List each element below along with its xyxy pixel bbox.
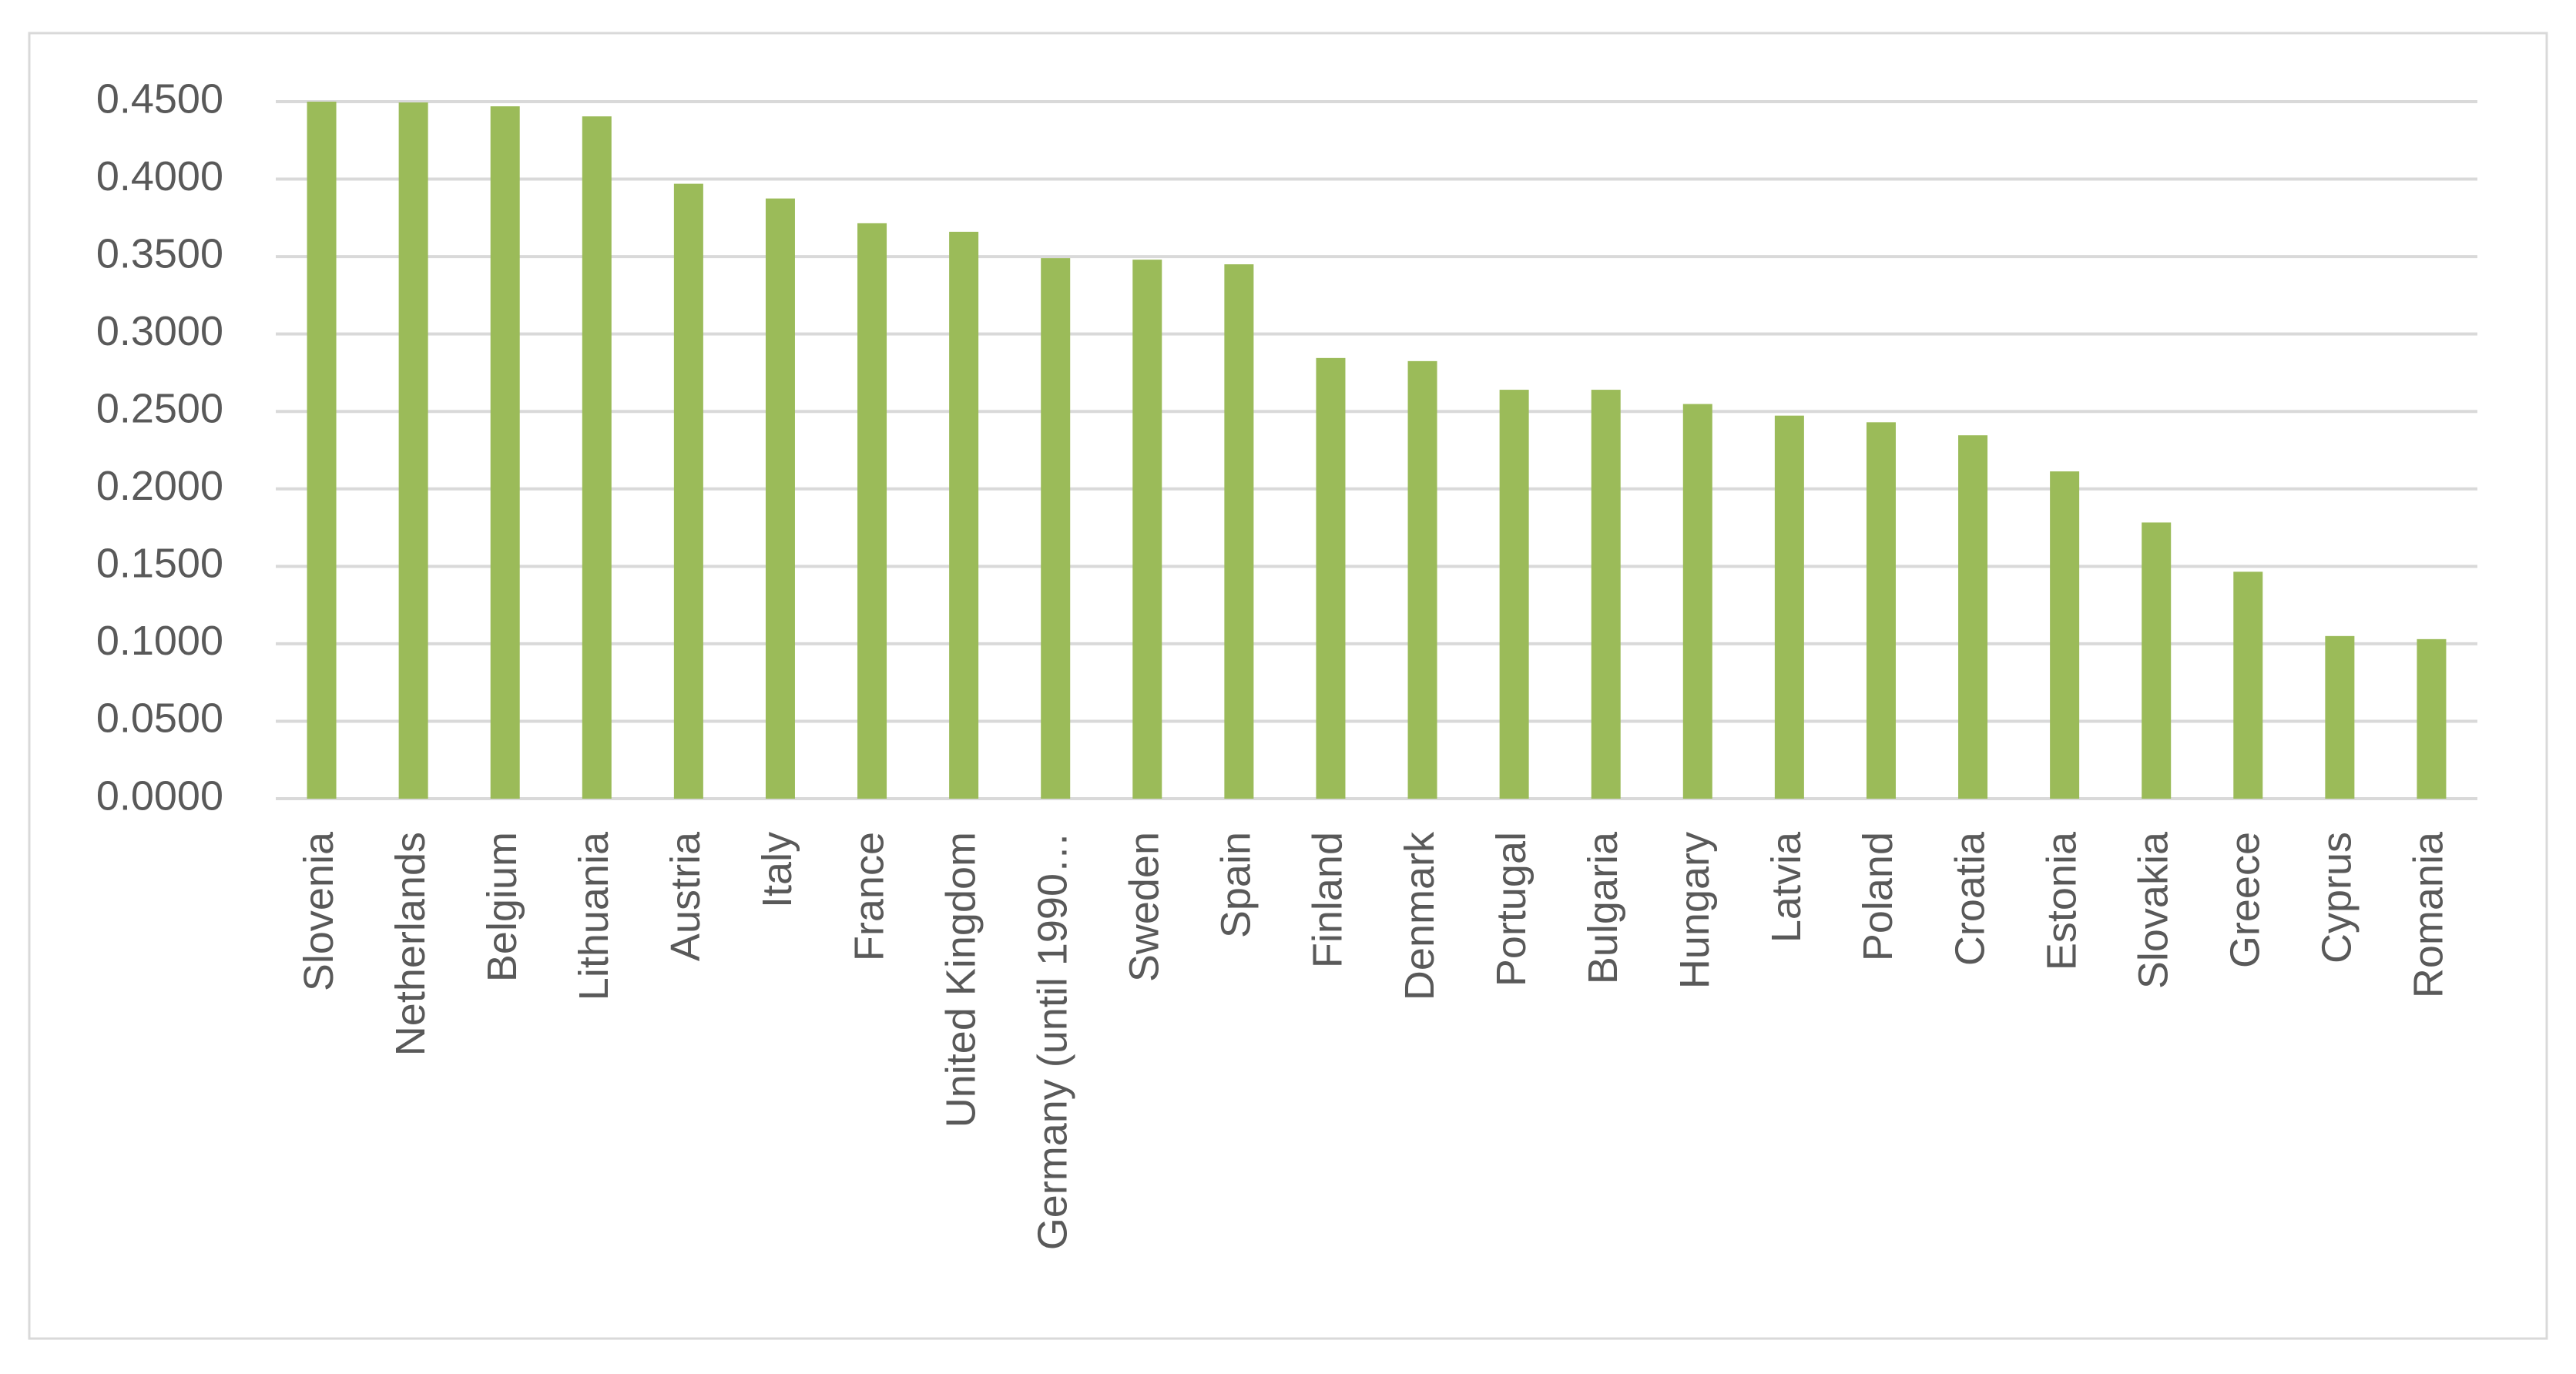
y-tick-label: 0.3500 [96,230,223,276]
y-tick-label: 0.0000 [96,772,223,819]
y-tick-label: 0.4000 [96,153,223,199]
bar [1407,360,1437,799]
y-tick-label: 0.1500 [96,541,223,587]
bar [490,106,520,799]
y-tick-label: 0.1000 [96,618,223,664]
bar [1132,260,1162,799]
bar [2417,638,2447,799]
bar [2233,571,2263,799]
x-tick-label: France [846,832,892,961]
y-tick-label: 0.2000 [96,463,223,509]
x-tick-label: Spain [1213,832,1259,938]
x-tick-label: Cyprus [2314,832,2360,963]
bar [307,102,337,799]
y-tick-label: 0.0500 [96,695,223,742]
y-tick-label: 0.2500 [96,385,223,431]
chart-border [28,32,2548,1340]
x-tick-label: Finland [1305,832,1351,968]
x-tick-label: Poland [1855,832,1901,961]
x-tick-label: Greece [2222,832,2269,968]
bar [2325,635,2355,799]
bar [2050,471,2080,799]
bar [1682,404,1712,799]
bar [1866,422,1896,799]
bar [1316,357,1346,799]
x-tick-label: Romania [2406,831,2452,998]
x-tick-label: Hungary [1672,832,1718,989]
bar [582,116,612,799]
bar [1041,258,1071,799]
y-tick-label: 0.3000 [96,308,223,354]
bar [1224,264,1254,799]
x-tick-label: Estonia [2038,831,2085,970]
x-tick-label: Belgium [479,832,525,982]
x-tick-label: United Kingdom [937,832,984,1128]
x-tick-label: Netherlands [387,832,434,1056]
x-tick-label: Lithuania [571,831,617,1000]
bar [1774,415,1804,799]
x-tick-label: Austria [662,831,709,961]
bar [765,198,795,799]
x-tick-label: Sweden [1122,832,1168,982]
x-tick-label: Slovakia [2130,831,2176,989]
y-tick-label: 0.4500 [96,75,223,122]
bar [2142,522,2172,799]
bar [949,231,979,799]
bar [398,102,428,799]
x-tick-label: Italy [754,832,800,908]
x-tick-label: Latvia [1763,831,1810,943]
bar [1591,390,1621,799]
x-tick-label: Portugal [1488,832,1535,987]
x-tick-label: Germany (until 1990… [1029,832,1075,1250]
x-tick-label: Croatia [1947,831,1993,966]
x-tick-label: Bulgaria [1580,831,1626,984]
bar [673,183,703,799]
x-tick-label: Slovenia [296,831,342,991]
x-tick-label: Denmark [1397,831,1443,1000]
bar [1958,435,1988,799]
bar [1499,390,1529,799]
bar [857,223,887,799]
